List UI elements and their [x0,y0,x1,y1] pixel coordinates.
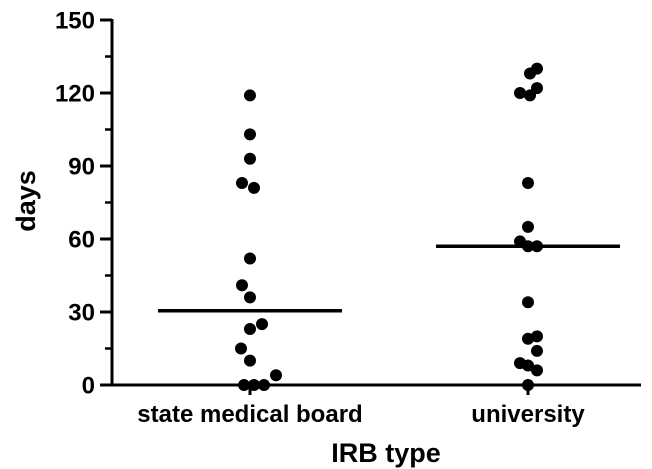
data-point [531,344,543,357]
data-point [248,181,260,194]
data-point [238,379,250,391]
data-point [522,240,534,253]
y-tick-label: 150 [55,8,95,35]
x-axis-title: IRB type [331,438,441,468]
data-points [235,62,543,391]
x-axis-category-labels: state medical board university [137,385,585,428]
data-point [244,152,256,165]
y-tick-label: 30 [68,300,95,327]
data-point [531,330,543,343]
data-point [531,364,543,377]
data-point [244,291,256,304]
data-point [524,67,536,80]
data-point [522,177,534,190]
median-lines [158,244,620,313]
y-axis-ticks: 0 30 60 90 120 150 [55,8,112,400]
data-point [244,89,256,102]
data-point [236,177,248,190]
data-point [244,252,256,265]
y-tick-label: 90 [68,154,95,181]
x-tick-label: state medical board [137,401,362,428]
data-point [522,220,534,233]
data-point [514,87,526,99]
x-tick-label: university [471,401,585,428]
data-point [244,323,256,336]
data-point [258,379,270,391]
data-point [244,128,256,141]
y-axis-title: days [11,170,41,232]
data-point [236,279,248,292]
data-point [270,369,282,382]
data-point [235,342,247,355]
data-point [522,359,534,372]
axes [110,19,641,387]
data-point [522,296,534,309]
y-tick-label: 120 [55,81,95,108]
data-point [522,332,534,345]
data-point [524,89,536,102]
data-point [531,240,543,253]
y-tick-label: 60 [68,227,95,254]
y-tick-label: 0 [82,373,95,400]
data-point [244,354,256,367]
data-point [256,318,268,331]
